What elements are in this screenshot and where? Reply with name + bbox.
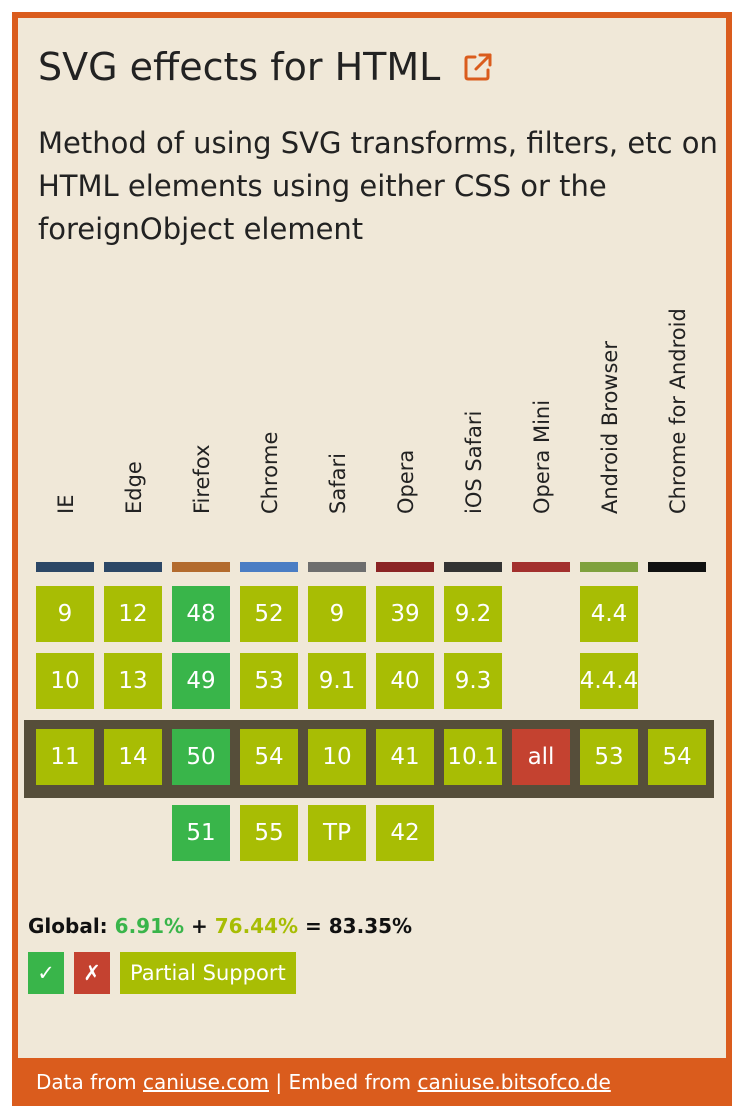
- version-cell-chrome[interactable]: 52: [240, 586, 298, 642]
- version-cell-firefox[interactable]: 50: [172, 729, 230, 785]
- feature-title: SVG effects for HTML: [38, 45, 441, 89]
- version-cell-chrome[interactable]: 54: [240, 729, 298, 785]
- version-cell-opera[interactable]: 40: [376, 653, 434, 709]
- version-cell-opera[interactable]: 39: [376, 586, 434, 642]
- browser-name: Safari: [326, 453, 350, 514]
- browser-color-bar-safari: [308, 562, 366, 572]
- external-link-icon[interactable]: [462, 51, 494, 83]
- version-cell-firefox[interactable]: 49: [172, 653, 230, 709]
- browser-label-chrome-for-android: Chrome for Android: [648, 308, 708, 538]
- version-cell-opera-mini[interactable]: all: [512, 729, 570, 785]
- global-partial-pct: 76.44%: [214, 914, 299, 938]
- browser-label-opera: Opera: [376, 318, 436, 538]
- browser-label-edge: Edge: [104, 318, 164, 538]
- browser-label-chrome: Chrome: [240, 318, 300, 538]
- browser-color-bar-chrome-for-android: [648, 562, 706, 572]
- version-cell-chrome[interactable]: 55: [240, 805, 298, 861]
- version-cell-ios-safari[interactable]: 9.3: [444, 653, 502, 709]
- version-cell-firefox[interactable]: 48: [172, 586, 230, 642]
- global-supported-pct: 6.91%: [114, 914, 185, 938]
- embed-link[interactable]: caniuse.bitsofco.de: [417, 1070, 611, 1094]
- browser-color-bar-ie: [36, 562, 94, 572]
- browser-label-ie: IE: [36, 318, 96, 538]
- browser-name: Opera Mini: [530, 399, 554, 514]
- browser-label-android-browser: Android Browser: [580, 318, 640, 538]
- browser-name: iOS Safari: [462, 410, 486, 514]
- feature-description: Method of using SVG transforms, filters,…: [38, 126, 718, 246]
- footer-separator: | Embed from: [275, 1070, 412, 1094]
- legend-supported: ✓: [28, 952, 64, 994]
- browser-name: Chrome: [258, 431, 282, 514]
- version-cell-safari[interactable]: 10: [308, 729, 366, 785]
- browser-color-bar-opera: [376, 562, 434, 572]
- global-usage: Global: 6.91% + 76.44% = 83.35%: [28, 914, 412, 938]
- browser-name: IE: [54, 494, 78, 514]
- caniuse-embed-card: SVG effects for HTML Method of using SVG…: [12, 12, 732, 1106]
- browser-name: Firefox: [190, 444, 214, 514]
- version-cell-ios-safari[interactable]: 9.2: [444, 586, 502, 642]
- browser-label-firefox: Firefox: [172, 318, 232, 538]
- version-cell-safari[interactable]: 9.1: [308, 653, 366, 709]
- browser-color-bar-opera-mini: [512, 562, 570, 572]
- legend-unsupported: ✗: [74, 952, 110, 994]
- browser-label-safari: Safari: [308, 318, 368, 538]
- browser-name: Opera: [394, 449, 418, 514]
- title-row: SVG effects for HTML: [38, 44, 494, 90]
- version-cell-ie[interactable]: 10: [36, 653, 94, 709]
- version-cell-ie[interactable]: 9: [36, 586, 94, 642]
- browser-label-opera-mini: Opera Mini: [512, 318, 572, 538]
- version-cell-opera[interactable]: 42: [376, 805, 434, 861]
- version-cell-ios-safari[interactable]: 10.1: [444, 729, 502, 785]
- legend: ✓ ✗ Partial Support: [28, 952, 306, 994]
- global-equals: =: [305, 914, 322, 938]
- version-cell-opera[interactable]: 41: [376, 729, 434, 785]
- version-cell-ie[interactable]: 11: [36, 729, 94, 785]
- footer-data-from: Data from: [36, 1070, 137, 1094]
- version-cell-edge[interactable]: 14: [104, 729, 162, 785]
- browser-color-bar-firefox: [172, 562, 230, 572]
- version-cell-android-browser[interactable]: 4.4.4: [580, 653, 638, 709]
- browser-name: Chrome for Android: [666, 308, 690, 514]
- version-cell-edge[interactable]: 13: [104, 653, 162, 709]
- caniuse-link[interactable]: caniuse.com: [143, 1070, 269, 1094]
- browser-color-bar-edge: [104, 562, 162, 572]
- browser-color-bar-chrome: [240, 562, 298, 572]
- version-cell-firefox[interactable]: 51: [172, 805, 230, 861]
- browser-name: Edge: [122, 461, 146, 514]
- version-cell-safari[interactable]: 9: [308, 586, 366, 642]
- version-cell-chrome-for-android[interactable]: 54: [648, 729, 706, 785]
- version-cell-android-browser[interactable]: 53: [580, 729, 638, 785]
- browser-label-ios-safari: iOS Safari: [444, 318, 504, 538]
- browser-color-bar-android-browser: [580, 562, 638, 572]
- legend-partial: Partial Support: [120, 952, 296, 994]
- browser-color-bar-ios-safari: [444, 562, 502, 572]
- global-total-pct: 83.35%: [328, 914, 413, 938]
- global-plus: +: [191, 914, 208, 938]
- version-cell-edge[interactable]: 12: [104, 586, 162, 642]
- version-cell-safari[interactable]: TP: [308, 805, 366, 861]
- browser-name: Android Browser: [598, 341, 622, 514]
- global-label: Global:: [28, 914, 108, 938]
- version-cell-chrome[interactable]: 53: [240, 653, 298, 709]
- version-cell-android-browser[interactable]: 4.4: [580, 586, 638, 642]
- footer: Data from caniuse.com | Embed from caniu…: [18, 1058, 726, 1106]
